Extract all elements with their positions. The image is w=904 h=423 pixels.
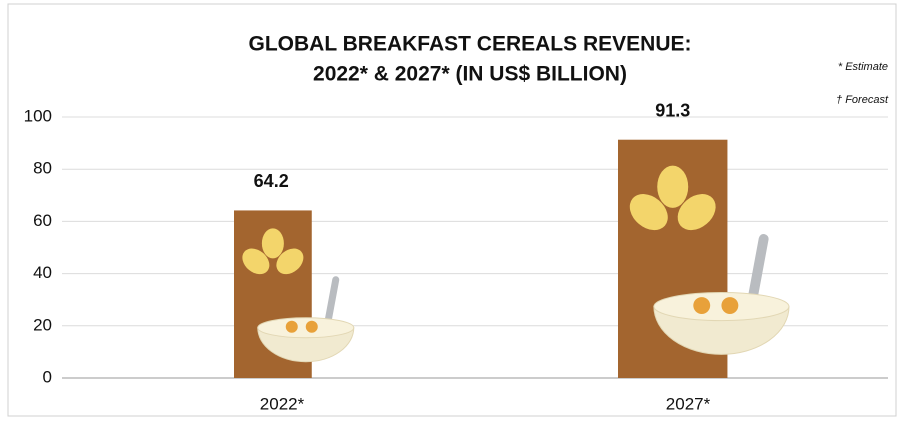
bowl-rim (653, 291, 790, 322)
y-tick-label: 0 (43, 367, 52, 386)
y-tick-label: 100 (24, 106, 52, 125)
leaf (276, 248, 304, 275)
box-decoration (242, 228, 355, 363)
value-label: 64.2 (254, 171, 289, 191)
leaf (629, 194, 668, 231)
y-tick-label: 40 (33, 263, 52, 282)
cereal (693, 297, 711, 314)
bowl-rim (257, 317, 355, 339)
spoon (324, 276, 340, 327)
leaf (242, 248, 270, 275)
box-decoration (629, 165, 790, 355)
chart-title: GLOBAL BREAKFAST CEREALS REVENUE: (249, 33, 692, 56)
leaf (657, 165, 689, 208)
note: † Forecast (836, 94, 889, 106)
cereal (305, 320, 318, 333)
cereal (285, 320, 298, 333)
x-tick-label: 2022* (260, 394, 305, 413)
y-tick-label: 20 (33, 315, 52, 334)
leaf (261, 228, 284, 259)
y-tick-label: 60 (33, 211, 52, 230)
note: * Estimate (838, 61, 888, 73)
value-label: 91.3 (655, 100, 690, 120)
chart-border (7, 3, 897, 417)
y-tick-label: 80 (33, 159, 52, 178)
x-tick-label: 2027* (666, 394, 711, 413)
leaf (677, 194, 716, 231)
cereal (721, 297, 739, 314)
spoon (747, 234, 769, 305)
chart-subtitle: 2022* & 2027* (IN US$ BILLION) (313, 63, 627, 86)
